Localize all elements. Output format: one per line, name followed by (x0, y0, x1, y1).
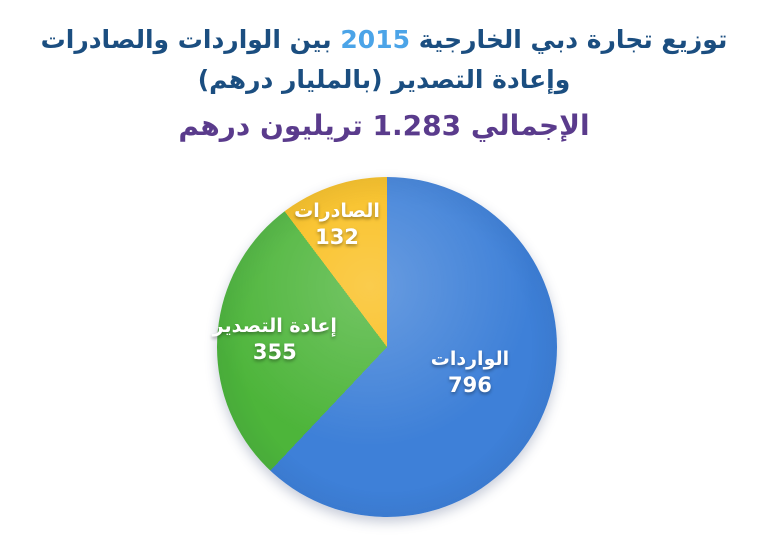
slice-label-imports: الواردات 796 (431, 347, 509, 399)
total-suffix: تريليون درهم (178, 109, 363, 142)
total-value: 1.283 (372, 109, 462, 142)
total-prefix: الإجمالي (470, 109, 590, 142)
slice-label-exports: الصادرات 132 (294, 199, 380, 251)
chart-title-line2: وإعادة التصدير (بالمليار درهم) (197, 65, 571, 94)
slice-value-exports: 132 (315, 224, 359, 249)
total-line: الإجمالي 1.283 تريليون درهم (0, 106, 768, 146)
pie-chart: الواردات 796 إعادة التصدير 355 الصادرات … (213, 177, 557, 517)
slice-label-reexports: إعادة التصدير 355 (213, 314, 337, 366)
title-text-before-year: توزيع تجارة دبي الخارجية (418, 25, 728, 54)
slice-name-imports: الواردات (430, 347, 510, 370)
title-year: 2015 (340, 25, 410, 54)
chart-title-line1: توزيع تجارة دبي الخارجية 2015 بين الوارد… (0, 20, 768, 60)
slice-value-imports: 796 (448, 372, 492, 397)
slice-value-reexports: 355 (252, 340, 297, 365)
title-text-after-year: بين الواردات والصادرات (40, 25, 332, 54)
slice-name-exports: الصادرات (294, 199, 380, 222)
pie-circle (217, 177, 557, 517)
title-block: توزيع تجارة دبي الخارجية 2015 بين الوارد… (0, 20, 768, 146)
slice-name-reexports: إعادة التصدير (212, 315, 337, 338)
